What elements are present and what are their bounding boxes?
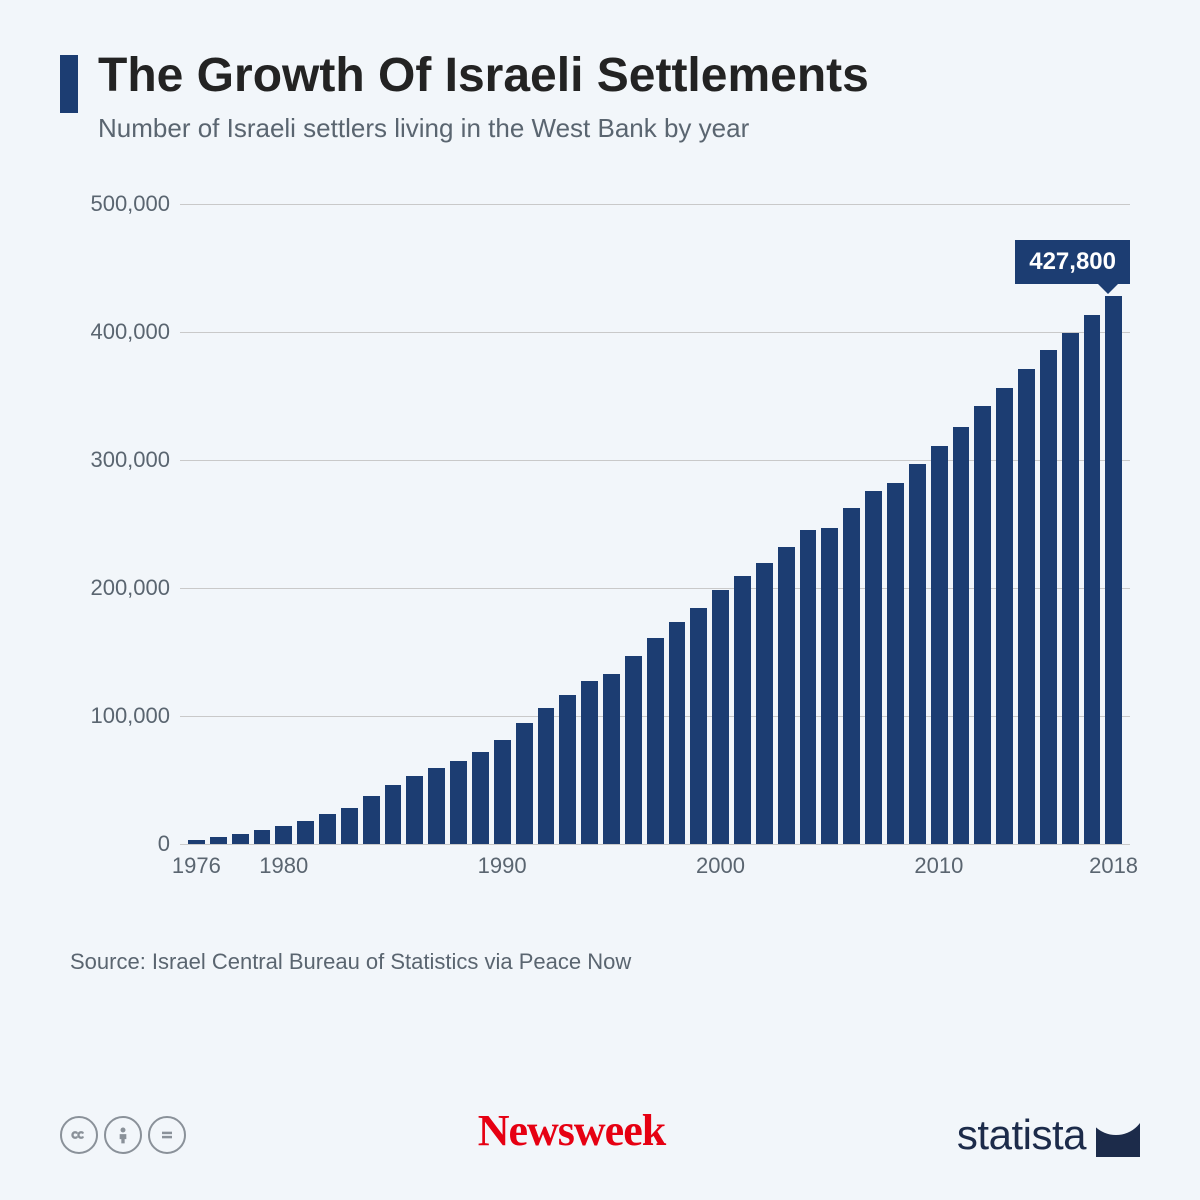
bar <box>188 840 205 844</box>
title-block: The Growth Of Israeli Settlements Number… <box>98 50 1140 144</box>
bar <box>625 656 642 844</box>
bar <box>974 406 991 844</box>
bar <box>931 446 948 844</box>
bar <box>538 708 555 844</box>
bar <box>428 768 445 844</box>
bar <box>406 776 423 844</box>
bar <box>559 695 576 843</box>
bar <box>603 674 620 844</box>
value-callout: 427,800 <box>1015 240 1130 284</box>
bar <box>865 491 882 844</box>
bar <box>887 483 904 844</box>
bar <box>821 528 838 844</box>
bar <box>385 785 402 844</box>
bar <box>297 821 314 844</box>
bar <box>909 464 926 844</box>
bar <box>690 608 707 844</box>
bar <box>996 388 1013 844</box>
bar <box>363 796 380 843</box>
bar <box>953 427 970 844</box>
source-text: Source: Israel Central Bureau of Statist… <box>70 949 1140 975</box>
bar <box>319 814 336 843</box>
chart-title: The Growth Of Israeli Settlements <box>98 50 1140 103</box>
by-icon <box>104 1116 142 1154</box>
bar <box>232 834 249 844</box>
y-tick-label: 100,000 <box>70 703 170 729</box>
bar <box>778 547 795 844</box>
gridline <box>180 844 1130 845</box>
bar <box>254 830 271 844</box>
bar <box>756 563 773 843</box>
bars-group <box>180 204 1130 844</box>
x-tick-label: 1976 <box>172 853 221 879</box>
bar <box>647 638 664 844</box>
y-tick-label: 0 <box>70 831 170 857</box>
bar <box>516 723 533 843</box>
bar <box>341 808 358 844</box>
x-tick-label: 2010 <box>914 853 963 879</box>
x-tick-label: 1980 <box>259 853 308 879</box>
bar <box>669 622 686 843</box>
bar <box>472 752 489 844</box>
bar <box>581 681 598 844</box>
cc-license-group <box>60 1116 186 1154</box>
x-tick-label: 2018 <box>1089 853 1138 879</box>
bar <box>494 740 511 844</box>
statista-mark-icon <box>1096 1113 1140 1157</box>
header: The Growth Of Israeli Settlements Number… <box>60 50 1140 144</box>
chart-subtitle: Number of Israeli settlers living in the… <box>98 113 1140 144</box>
bar <box>843 508 860 843</box>
bar <box>1084 315 1101 844</box>
newsweek-logo: Newsweek <box>478 1105 666 1156</box>
bar <box>1105 296 1122 844</box>
x-tick-label: 2000 <box>696 853 745 879</box>
statista-text: statista <box>957 1111 1086 1159</box>
y-tick-label: 500,000 <box>70 191 170 217</box>
title-accent-bar <box>60 55 78 113</box>
bar <box>1018 369 1035 844</box>
y-tick-label: 300,000 <box>70 447 170 473</box>
bar <box>210 837 227 843</box>
plot-region: 427,800 <box>180 204 1130 844</box>
bar <box>450 761 467 844</box>
infographic-container: The Growth Of Israeli Settlements Number… <box>0 0 1200 1200</box>
footer: Newsweek statista <box>60 1109 1140 1160</box>
bar <box>1040 350 1057 844</box>
cc-icon <box>60 1116 98 1154</box>
bar <box>734 576 751 844</box>
bar <box>1062 333 1079 844</box>
chart-area: 0100,000200,000300,000400,000500,000 427… <box>70 204 1130 904</box>
bar <box>800 530 817 844</box>
nd-icon <box>148 1116 186 1154</box>
bar <box>275 826 292 844</box>
callout-label: 427,800 <box>1029 248 1116 275</box>
y-tick-label: 400,000 <box>70 319 170 345</box>
y-tick-label: 200,000 <box>70 575 170 601</box>
statista-logo: statista <box>957 1111 1140 1159</box>
x-tick-label: 1990 <box>478 853 527 879</box>
bar <box>712 590 729 843</box>
